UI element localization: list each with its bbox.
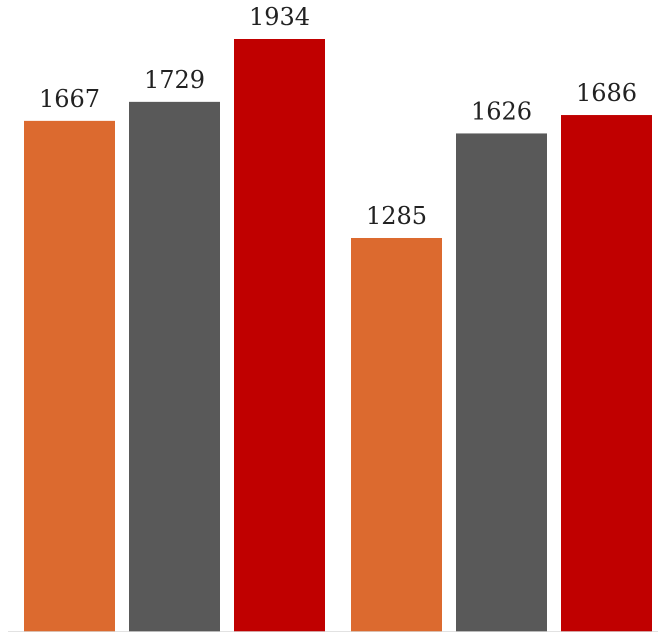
bar-group1-series3 <box>234 39 325 632</box>
data-label-group1-series1: 1667 <box>39 85 100 113</box>
data-label-group1-series2: 1729 <box>144 66 205 94</box>
data-label-group2-series1: 1285 <box>366 202 427 230</box>
bar-group1-series2 <box>129 101 220 632</box>
bar-group1-series1 <box>24 120 115 632</box>
bar-group2-series1 <box>351 237 442 632</box>
data-label-group2-series3: 1686 <box>576 79 637 107</box>
bar-group2-series3 <box>561 115 652 632</box>
data-labels-group: 1667 1729 1934 1285 1626 1686 <box>39 3 637 230</box>
data-label-group1-series3: 1934 <box>249 3 310 31</box>
bars-group <box>24 39 652 632</box>
data-label-group2-series2: 1626 <box>471 97 532 125</box>
bar-group2-series2 <box>456 133 547 632</box>
